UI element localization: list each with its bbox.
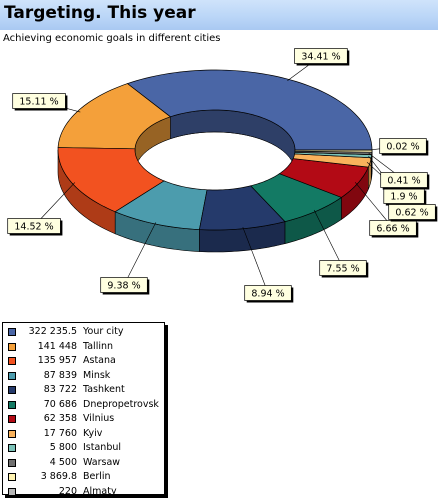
legend-label: Tallinn <box>83 340 114 352</box>
legend-label: Astana <box>83 355 116 366</box>
legend-label: Almaty <box>83 485 117 497</box>
legend-swatch <box>8 342 16 351</box>
percent-label-box <box>244 285 292 301</box>
chart-subtitle: Achieving economic goals in different ci… <box>3 33 221 44</box>
donut-tops <box>57 69 373 231</box>
percent-label-kyiv: 1.9 % <box>390 192 417 203</box>
percent-label-almaty: 0.02 % <box>386 142 419 153</box>
legend-item: 220 Almaty <box>3 485 164 500</box>
legend-swatch <box>8 357 16 365</box>
legend-label: Vilnius <box>83 413 115 424</box>
percent-label-box <box>379 138 427 154</box>
percent-label-tashkent: 8.94 % <box>251 289 284 300</box>
legend-label: Dnepropetrovsk <box>83 398 159 410</box>
percent-label-box <box>12 93 66 109</box>
legend-item: 83 722 Tashkent <box>3 383 164 398</box>
percent-label-box <box>380 172 428 188</box>
legend-item: 5 800 Istanbul <box>3 441 164 456</box>
legend-value: 87 839 <box>43 369 77 381</box>
legend-label: Warsaw <box>83 456 121 468</box>
percent-labels: 34.41 % 15.11 % 14.52 % 9.38 % 8.94 % 7.55 % 6… <box>7 48 438 303</box>
percent-label-minsk: 9.38 % <box>107 281 140 292</box>
legend-item: 3 869.8 Berlin <box>3 470 164 485</box>
legend-item: 87 839 Minsk <box>3 369 164 384</box>
legend-item: 135 957 Astana <box>3 354 164 369</box>
percent-label-tallinn: 15.11 % <box>19 97 58 108</box>
percent-label-warsaw: 0.41 % <box>387 176 420 187</box>
legend-item: 322 235.5 Your city <box>3 325 164 340</box>
percent-label-istanbul: 0.62 % <box>395 208 428 219</box>
leader-line <box>123 222 157 286</box>
legend-value: 17 760 <box>43 427 77 439</box>
legend-label: Istanbul <box>83 442 122 453</box>
legend-label: Your city <box>83 326 124 337</box>
legend-value: 62 358 <box>43 413 77 424</box>
legend-value: 141 448 <box>37 340 77 352</box>
legend-value: 83 722 <box>43 384 77 395</box>
legend-value: 135 957 <box>37 355 77 366</box>
legend: 322 235.5 Your city 141 448 Tallinn 135 957 A… <box>2 322 165 497</box>
legend-value: 70 686 <box>43 398 77 410</box>
percent-label-box <box>319 260 367 276</box>
percent-label-your-city: 34.41 % <box>301 52 340 63</box>
legend-swatch <box>8 328 16 336</box>
legend-value: 322 235.5 <box>28 326 77 337</box>
percent-label-vilnius: 6.66 % <box>376 224 409 235</box>
legend-swatch <box>8 458 16 467</box>
legend-item: 62 358 Vilnius <box>3 412 164 427</box>
percent-label-box <box>294 48 348 64</box>
legend-swatch <box>8 429 16 438</box>
legend-swatch <box>8 444 16 452</box>
legend-item: 4 500 Warsaw <box>3 456 164 471</box>
donut-chart: 34.41 % 15.11 % 14.52 % 9.38 % 8.94 % 7.55 % 6… <box>7 48 438 303</box>
legend-value: 5 800 <box>49 442 77 453</box>
legend-label: Minsk <box>83 369 111 381</box>
legend-label: Berlin <box>83 471 111 482</box>
legend-value: 3 869.8 <box>40 471 77 482</box>
legend-item: 141 448 Tallinn <box>3 340 164 355</box>
leader-line <box>313 209 344 269</box>
donut-sides <box>57 149 373 253</box>
percent-label-dnepropetrovsk: 7.55 % <box>326 264 359 275</box>
title-bar: Targeting. This year <box>0 0 438 30</box>
legend-swatch <box>8 371 16 380</box>
legend-value: 220 <box>58 485 77 497</box>
percent-label-box <box>7 218 61 234</box>
percent-label-astana: 14.52 % <box>14 222 53 233</box>
legend-swatch <box>8 386 16 394</box>
leader-line <box>242 226 269 294</box>
legend-item: 70 686 Dnepropetrovsk <box>3 398 164 413</box>
legend-label: Kyiv <box>83 427 103 439</box>
legend-value: 4 500 <box>49 456 77 468</box>
legend-swatch <box>8 415 16 423</box>
legend-swatch <box>8 487 16 496</box>
legend-swatch <box>8 400 16 409</box>
legend-swatch <box>8 473 16 481</box>
legend-label: Tashkent <box>83 384 125 395</box>
percent-label-box <box>388 204 436 220</box>
percent-label-box <box>100 277 148 293</box>
legend-item: 17 760 Kyiv <box>3 427 164 442</box>
chart-title: Targeting. This year <box>4 3 196 23</box>
